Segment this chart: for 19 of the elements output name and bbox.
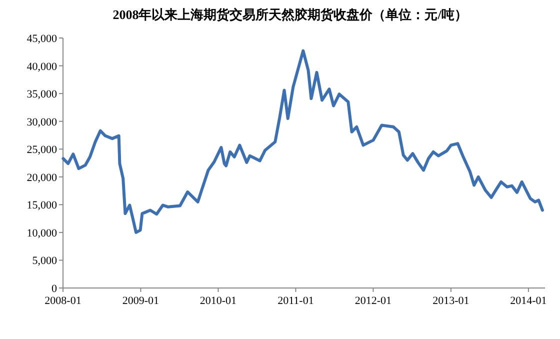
y-tick-label: 35,000 bbox=[26, 88, 58, 101]
y-tick-label: 30,000 bbox=[26, 116, 58, 128]
line-series bbox=[62, 49, 544, 234]
y-tick-label: 15,000 bbox=[26, 200, 58, 212]
y-tick-label: 5,000 bbox=[32, 255, 58, 268]
x-tick-label: 2013-01 bbox=[432, 295, 470, 307]
x-tick-label: 2011-01 bbox=[278, 295, 314, 307]
y-tick-label: 45,000 bbox=[26, 33, 58, 45]
y-tick-label: 40,000 bbox=[26, 60, 58, 73]
x-tick-label: 2008-01 bbox=[44, 295, 82, 307]
y-tick-label: 10,000 bbox=[26, 227, 58, 240]
x-tick-label: 2010-01 bbox=[200, 295, 237, 307]
y-tick-label: 0 bbox=[52, 283, 58, 295]
chart-title: 2008年以来上海期货交易所天然胶期货收盘价（单位：元/吨） bbox=[112, 7, 468, 22]
y-tick-label: 25,000 bbox=[26, 144, 58, 156]
x-tick-label: 2014-01 bbox=[510, 295, 547, 307]
y-tick-label: 20,000 bbox=[26, 172, 58, 184]
x-tick-label: 2012-01 bbox=[354, 295, 392, 307]
x-tick-label: 2009-01 bbox=[122, 295, 160, 307]
